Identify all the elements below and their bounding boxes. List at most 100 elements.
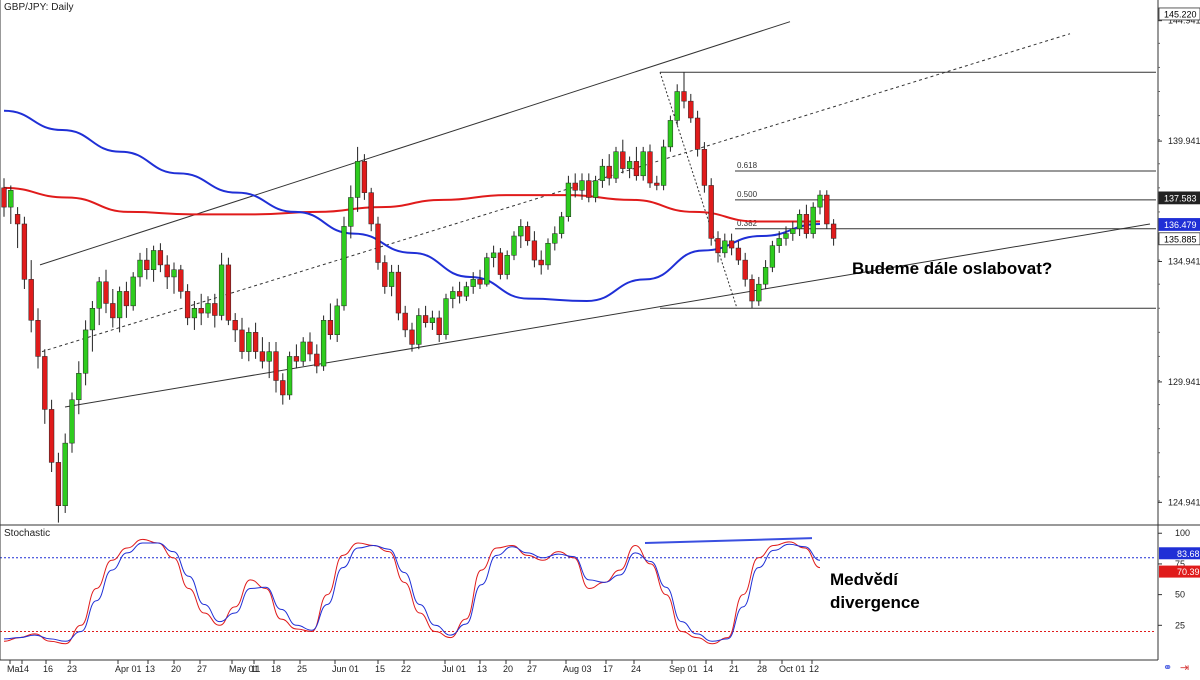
candle-down bbox=[361, 161, 368, 193]
candle-down bbox=[144, 259, 150, 270]
candle-down bbox=[531, 240, 538, 261]
candle-up bbox=[613, 151, 619, 179]
candle-up bbox=[592, 180, 599, 198]
candle-down bbox=[633, 161, 640, 177]
price-label-text: 135.885 bbox=[1164, 234, 1197, 244]
question-annotation: Budeme dále oslabovat? bbox=[852, 259, 1052, 278]
candle-up bbox=[8, 190, 14, 208]
candle-up bbox=[286, 356, 293, 396]
candle-up bbox=[667, 120, 674, 148]
stoch-value-label: 83.68 bbox=[1177, 549, 1200, 559]
candle-down bbox=[42, 356, 48, 410]
time-axis-label: 13 bbox=[145, 664, 155, 674]
price-axis-label: 144.941 bbox=[1168, 16, 1200, 26]
candle-up bbox=[769, 245, 776, 268]
candle-up bbox=[599, 165, 606, 181]
price-axis-label: 134.941 bbox=[1168, 257, 1200, 267]
candle-down bbox=[681, 91, 687, 102]
time-axis-label: 20 bbox=[171, 664, 181, 674]
candle-down bbox=[620, 151, 626, 169]
candle-up bbox=[62, 442, 68, 506]
candle-down bbox=[14, 214, 21, 225]
candle-down bbox=[688, 100, 694, 119]
stoch-d-line bbox=[3, 542, 821, 642]
candle-down bbox=[538, 259, 544, 266]
candle-up bbox=[320, 320, 327, 367]
candle-down bbox=[123, 291, 130, 307]
candle-down bbox=[694, 117, 701, 150]
candle-up bbox=[354, 161, 361, 198]
candle-down bbox=[436, 317, 442, 335]
time-axis-label: Jun 01 bbox=[332, 664, 359, 674]
candle-up bbox=[218, 264, 225, 316]
candle-up bbox=[511, 235, 517, 256]
time-axis-label: 22 bbox=[401, 664, 411, 674]
candle-down bbox=[606, 165, 612, 179]
candle-up bbox=[565, 182, 572, 217]
link-icon[interactable]: ⚭ bbox=[1163, 661, 1173, 674]
candle-down bbox=[728, 240, 735, 249]
stoch-axis-label: 50 bbox=[1175, 590, 1185, 600]
time-axis-label: 17 bbox=[603, 664, 613, 674]
candle-down bbox=[1, 187, 7, 208]
channel-upper-line bbox=[39, 21, 791, 266]
candle-up bbox=[810, 206, 816, 234]
candle-down bbox=[164, 264, 170, 278]
candle-down bbox=[48, 409, 55, 463]
time-axis-label: 11 bbox=[251, 664, 260, 674]
candle-down bbox=[184, 291, 191, 319]
candle-up bbox=[300, 341, 306, 362]
divergence-annotation-line2: divergence bbox=[830, 593, 920, 612]
candle-up bbox=[817, 194, 823, 208]
candle-down bbox=[293, 356, 300, 362]
candle-down bbox=[409, 329, 415, 345]
stochastic-title: Stochastic bbox=[2, 528, 53, 539]
candle-up bbox=[429, 317, 436, 323]
candle-up bbox=[796, 214, 803, 230]
time-axis-label: Jul 01 bbox=[442, 664, 466, 674]
candle-down bbox=[497, 252, 504, 275]
candle-down bbox=[749, 279, 755, 302]
candle-down bbox=[198, 308, 204, 314]
fib-level-label: 0.618 bbox=[737, 161, 758, 170]
candle-up bbox=[558, 216, 565, 234]
candle-up bbox=[150, 250, 157, 270]
candle-down bbox=[402, 312, 408, 331]
candle-down bbox=[456, 291, 463, 297]
time-axis-label: Apr 01 bbox=[115, 664, 142, 674]
drawing-lines: 0.618 0.500 0.382 bbox=[39, 21, 1156, 408]
candle-up bbox=[171, 269, 177, 278]
time-axis-label: 23 bbox=[67, 664, 77, 674]
candle-up bbox=[640, 151, 646, 177]
price-label-box bbox=[1158, 218, 1200, 231]
time-axis-label: Oct 01 bbox=[779, 664, 806, 674]
candle-down bbox=[280, 380, 286, 396]
stoch-axis-label: 75 bbox=[1175, 559, 1185, 569]
candle-up bbox=[334, 305, 340, 335]
candle-up bbox=[341, 226, 347, 307]
candle-down bbox=[715, 238, 721, 254]
candle-up bbox=[762, 267, 769, 285]
candle-down bbox=[232, 320, 238, 331]
settings-arrow-icon[interactable]: ⇥ bbox=[1180, 661, 1190, 674]
candle-up bbox=[137, 259, 143, 278]
price-label-text: 137.583 bbox=[1164, 193, 1197, 203]
stoch-axis-label: 100 bbox=[1175, 528, 1190, 538]
time-axis-label: 18 bbox=[271, 664, 281, 674]
candle-up bbox=[504, 255, 510, 275]
time-axis-label: 25 bbox=[297, 664, 307, 674]
time-axis-label: Aug 03 bbox=[563, 664, 592, 674]
candle-up bbox=[463, 286, 470, 297]
candle-down bbox=[735, 247, 742, 261]
candle-down bbox=[701, 149, 708, 186]
price-label-box bbox=[1158, 232, 1200, 246]
candle-up bbox=[246, 332, 252, 352]
candle-down bbox=[28, 279, 34, 321]
candle-down bbox=[586, 180, 592, 198]
candle-up bbox=[348, 197, 354, 227]
candle-down bbox=[708, 185, 714, 239]
time-axis-label: 28 bbox=[757, 664, 767, 674]
candle-down bbox=[422, 315, 429, 323]
